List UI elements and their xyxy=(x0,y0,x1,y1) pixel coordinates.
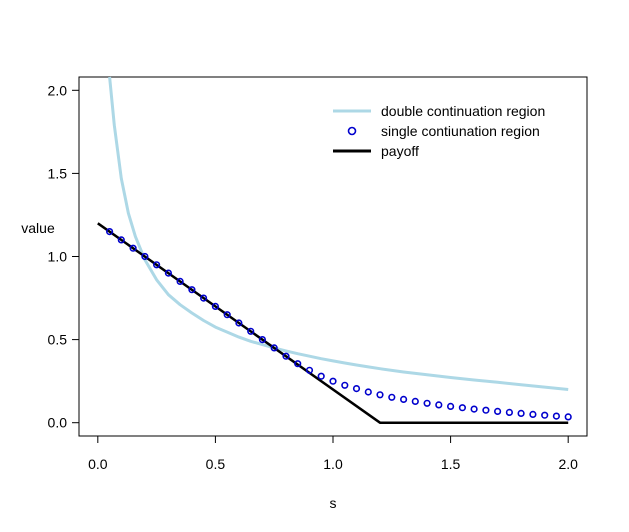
data-point xyxy=(188,286,196,294)
data-point xyxy=(482,406,490,414)
data-point xyxy=(447,402,455,411)
data-point xyxy=(376,391,384,399)
data-point xyxy=(117,236,125,244)
data-point xyxy=(470,405,478,413)
data-point xyxy=(270,344,278,352)
data-point xyxy=(164,269,172,277)
x-tick-label: 1.0 xyxy=(323,456,343,472)
data-point xyxy=(388,393,396,401)
data-point xyxy=(423,399,431,407)
data-point xyxy=(505,408,514,417)
x-tick-label: 2.0 xyxy=(558,456,578,472)
data-point xyxy=(153,261,161,269)
data-point xyxy=(305,366,314,374)
x-tick-label: 0.0 xyxy=(88,456,108,472)
data-point xyxy=(541,411,549,419)
data-point xyxy=(129,244,137,252)
data-point xyxy=(400,395,408,404)
legend-label-payoff: payoff xyxy=(381,143,419,159)
data-point xyxy=(223,311,231,319)
data-point xyxy=(317,372,325,380)
data-point xyxy=(458,404,467,412)
data-point xyxy=(341,381,349,389)
data-point xyxy=(105,228,114,236)
legend-label-double: double continuation region xyxy=(381,103,545,119)
legend-swatch-single xyxy=(347,126,357,136)
data-point xyxy=(235,319,243,327)
series-layer xyxy=(97,76,572,424)
series-line-payoff xyxy=(97,222,569,424)
data-point xyxy=(364,388,372,396)
data-point xyxy=(282,352,290,360)
data-point xyxy=(517,409,525,418)
data-point xyxy=(176,277,184,286)
data-point xyxy=(141,252,149,261)
axes-layer: 0.0 0.5 1.0 1.5 2.0 0.0 0.5 1.0 1.5 2.0 xyxy=(48,82,579,472)
data-point xyxy=(200,294,208,302)
legend-label-single: single contiunation region xyxy=(381,123,540,139)
y-tick-label: 0.5 xyxy=(48,332,68,348)
data-point xyxy=(411,397,419,406)
data-point xyxy=(564,413,572,421)
data-point xyxy=(211,302,219,311)
y-tick-label: 1.0 xyxy=(48,249,68,265)
x-tick-label: 0.5 xyxy=(206,456,226,472)
y-tick-label: 1.5 xyxy=(48,165,68,181)
data-point xyxy=(552,412,561,420)
y-tick-label: 0.0 xyxy=(48,415,68,431)
x-axis-label: s xyxy=(330,495,337,511)
data-point xyxy=(247,327,255,335)
data-point xyxy=(435,401,443,409)
y-axis-label: value xyxy=(21,220,55,236)
data-point xyxy=(294,360,302,368)
data-point xyxy=(258,336,267,344)
data-point xyxy=(494,407,502,416)
data-point xyxy=(352,385,361,393)
data-point xyxy=(529,410,537,419)
data-point xyxy=(329,377,337,385)
legend: double continuation region single contiu… xyxy=(333,103,545,159)
series-line-double-continuation xyxy=(108,76,569,391)
x-tick-label: 1.5 xyxy=(441,456,461,472)
y-tick-label: 2.0 xyxy=(48,82,68,98)
